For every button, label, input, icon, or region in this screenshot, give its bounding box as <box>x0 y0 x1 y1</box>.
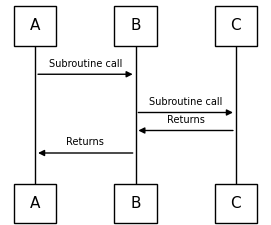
Bar <box>14 6 56 45</box>
Text: A: A <box>30 18 40 33</box>
Bar <box>215 184 257 223</box>
Text: B: B <box>130 18 141 33</box>
Text: C: C <box>230 18 241 33</box>
Text: B: B <box>130 196 141 211</box>
Bar <box>215 6 257 45</box>
Text: Returns: Returns <box>66 137 104 147</box>
Text: Subroutine call: Subroutine call <box>49 59 122 69</box>
Text: Subroutine call: Subroutine call <box>149 97 222 107</box>
Bar <box>114 184 157 223</box>
Text: Returns: Returns <box>167 115 205 125</box>
Bar <box>14 184 56 223</box>
Bar <box>114 6 157 45</box>
Text: A: A <box>30 196 40 211</box>
Text: C: C <box>230 196 241 211</box>
